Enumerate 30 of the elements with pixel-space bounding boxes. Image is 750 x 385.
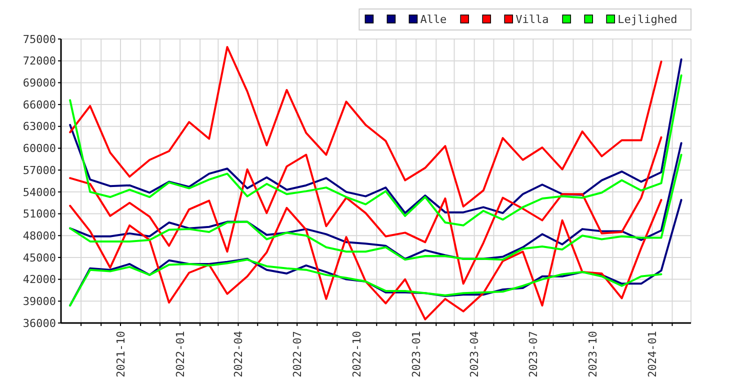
x-tick-label: 2022-04: [232, 330, 246, 378]
y-tick-label: 39000: [22, 295, 56, 308]
line-series: [69, 74, 682, 226]
y-tick-label: 54000: [22, 186, 56, 199]
x-tick-label: 2024-01: [646, 331, 660, 378]
y-tick-label: 42000: [22, 273, 56, 286]
y-tick-label: 51000: [22, 208, 56, 221]
x-tick-label: 2022-07: [290, 331, 304, 378]
y-tick-label: 72000: [22, 54, 56, 68]
y-tick-label: 60000: [22, 142, 56, 156]
legend-label: Alle: [420, 12, 447, 26]
legend-label: Lejlighed: [618, 12, 678, 26]
y-tick-label: 45000: [22, 251, 56, 264]
legend-label: Villa: [516, 12, 549, 26]
y-tick-label: 57000: [22, 164, 56, 177]
x-tick-label: 2023-10: [586, 331, 600, 378]
x-tick-label: 2021-10: [114, 331, 128, 378]
line-series: [69, 258, 662, 307]
y-tick-label: 75000: [22, 32, 56, 46]
line-series: [69, 136, 662, 285]
y-tick-label: 66000: [22, 98, 56, 112]
x-tick-label: 2023-07: [527, 331, 540, 378]
x-tick-label: 2023-01: [410, 331, 423, 378]
x-tick-label: 2022-10: [350, 331, 364, 378]
y-tick-label: 48000: [22, 229, 56, 242]
y-tick-label: 69000: [22, 76, 56, 90]
y-tick-label: 36000: [22, 316, 56, 330]
x-tick-label: 2022-01: [174, 331, 187, 378]
x-tick-label: 2023-04: [468, 330, 482, 378]
y-tick-label: 63000: [22, 120, 56, 134]
